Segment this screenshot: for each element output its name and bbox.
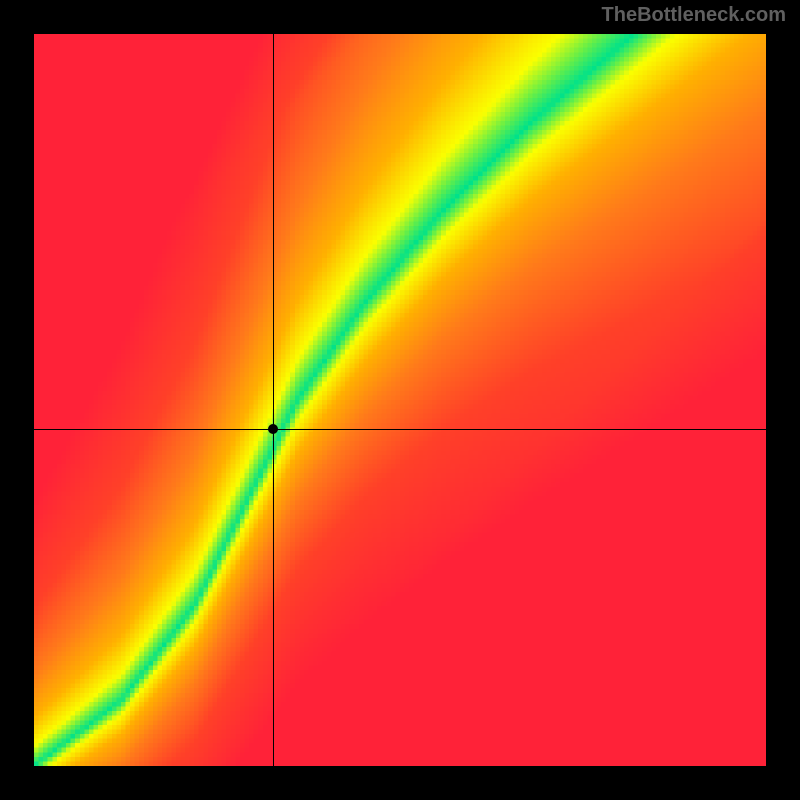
heatmap-canvas xyxy=(34,34,766,766)
marker-dot xyxy=(268,424,278,434)
heatmap-plot-area xyxy=(34,34,766,766)
crosshair-vertical xyxy=(273,34,274,766)
watermark-text: TheBottleneck.com xyxy=(602,4,786,27)
crosshair-horizontal xyxy=(34,429,766,430)
